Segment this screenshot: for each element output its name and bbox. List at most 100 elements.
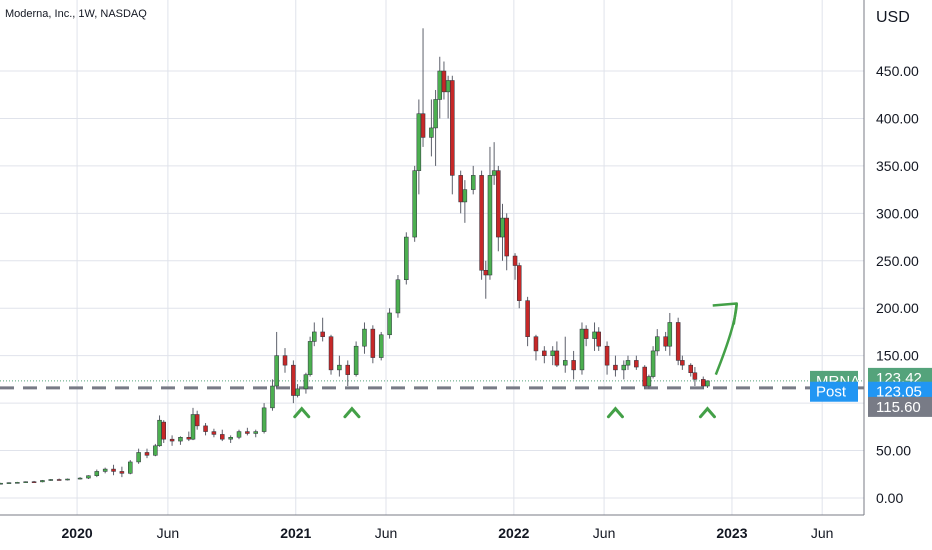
candle-body: [650, 350, 656, 377]
candle-up: [23, 481, 28, 483]
candle-body: [437, 70, 443, 100]
candle-body: [77, 477, 83, 480]
candle-down: [675, 317, 681, 366]
candle-down: [516, 262, 522, 309]
candle-body: [274, 355, 279, 387]
candle-body: [295, 388, 300, 396]
candle-body: [433, 99, 438, 129]
candle-up: [65, 478, 70, 481]
candle-down: [554, 341, 560, 368]
candle-up: [592, 322, 597, 351]
time-tick-label: 2020: [62, 525, 93, 541]
candle-body: [345, 364, 351, 375]
candle-up: [261, 403, 267, 434]
candle-body: [512, 255, 518, 266]
candle-body: [48, 479, 54, 481]
candle-body: [303, 374, 309, 390]
candle-down: [194, 410, 200, 430]
price-label-value-box: [868, 396, 932, 417]
candle-body: [504, 217, 509, 257]
candle-body: [337, 364, 342, 371]
candle-up: [94, 469, 100, 478]
candle-body: [487, 175, 493, 276]
candle-down: [642, 365, 647, 389]
bounce-marker-icon: [606, 406, 624, 419]
candle-body: [516, 265, 522, 301]
candle-up: [136, 448, 141, 464]
candle-down: [533, 334, 539, 361]
candle-down: [31, 480, 37, 483]
candle-up: [295, 384, 300, 398]
candle-up: [178, 436, 183, 445]
price-tick-label: 50.00: [876, 443, 911, 459]
candle-up: [40, 479, 45, 483]
candle-body: [119, 471, 125, 474]
candle-down: [245, 427, 250, 436]
candle-body: [592, 331, 597, 339]
candle-body: [353, 345, 359, 375]
candle-down: [186, 431, 192, 442]
time-tick-label: 2022: [498, 525, 529, 541]
candle-body: [291, 364, 296, 396]
candle-body: [571, 360, 576, 371]
time-tick-label: 2021: [280, 525, 311, 541]
time-tick-label: Jun: [811, 525, 834, 541]
candle-up: [303, 372, 309, 394]
candle-up: [228, 435, 233, 443]
candle-body: [646, 376, 652, 387]
candle-body: [56, 479, 62, 481]
price-tick-label: 450.00: [876, 63, 919, 79]
candle-up: [429, 99, 434, 157]
candle-up: [437, 56, 443, 119]
candle-down: [111, 464, 116, 476]
candle-up: [48, 479, 54, 481]
candles: [0, 28, 710, 485]
candle-body: [328, 336, 334, 371]
candle-body: [370, 328, 376, 358]
price-tick-label: 0.00: [876, 490, 903, 506]
candle-body: [190, 414, 196, 440]
candle-body: [161, 421, 166, 440]
candle-down: [680, 355, 685, 370]
candle-body: [111, 468, 116, 472]
candle-body: [307, 341, 313, 375]
candle-body: [655, 336, 660, 352]
time-tick-label: Jun: [375, 525, 398, 541]
candle-up: [621, 360, 627, 380]
candle-body: [483, 270, 489, 276]
candle-down: [119, 466, 125, 478]
candle-down: [328, 334, 334, 375]
price-label-tag: [810, 381, 858, 402]
candle-body: [136, 452, 141, 463]
candle-up: [157, 415, 162, 447]
candle-body: [613, 364, 618, 371]
candle-down: [613, 355, 618, 377]
candle-body: [701, 379, 706, 387]
candle-up: [462, 180, 468, 223]
candle-down: [450, 75, 455, 195]
candle-body: [416, 113, 422, 171]
candle-up: [404, 232, 409, 285]
candle-body: [692, 372, 698, 380]
candle-up: [470, 165, 476, 195]
candle-body: [562, 360, 568, 366]
candle-body: [596, 331, 601, 347]
candle-up: [353, 341, 359, 377]
candle-up: [550, 346, 555, 366]
candle-down: [441, 61, 447, 100]
candle-up: [412, 165, 417, 242]
candle-body: [688, 364, 693, 373]
candle-body: [31, 481, 37, 483]
candle-up: [416, 99, 422, 195]
candle-up: [667, 312, 673, 356]
candle-body: [479, 175, 484, 271]
candle-up: [6, 482, 12, 484]
candle-up: [646, 374, 652, 389]
time-tick-label: 2023: [716, 525, 747, 541]
candle-down: [663, 331, 668, 351]
grid-lines: [0, 0, 864, 515]
candle-body: [203, 425, 208, 432]
